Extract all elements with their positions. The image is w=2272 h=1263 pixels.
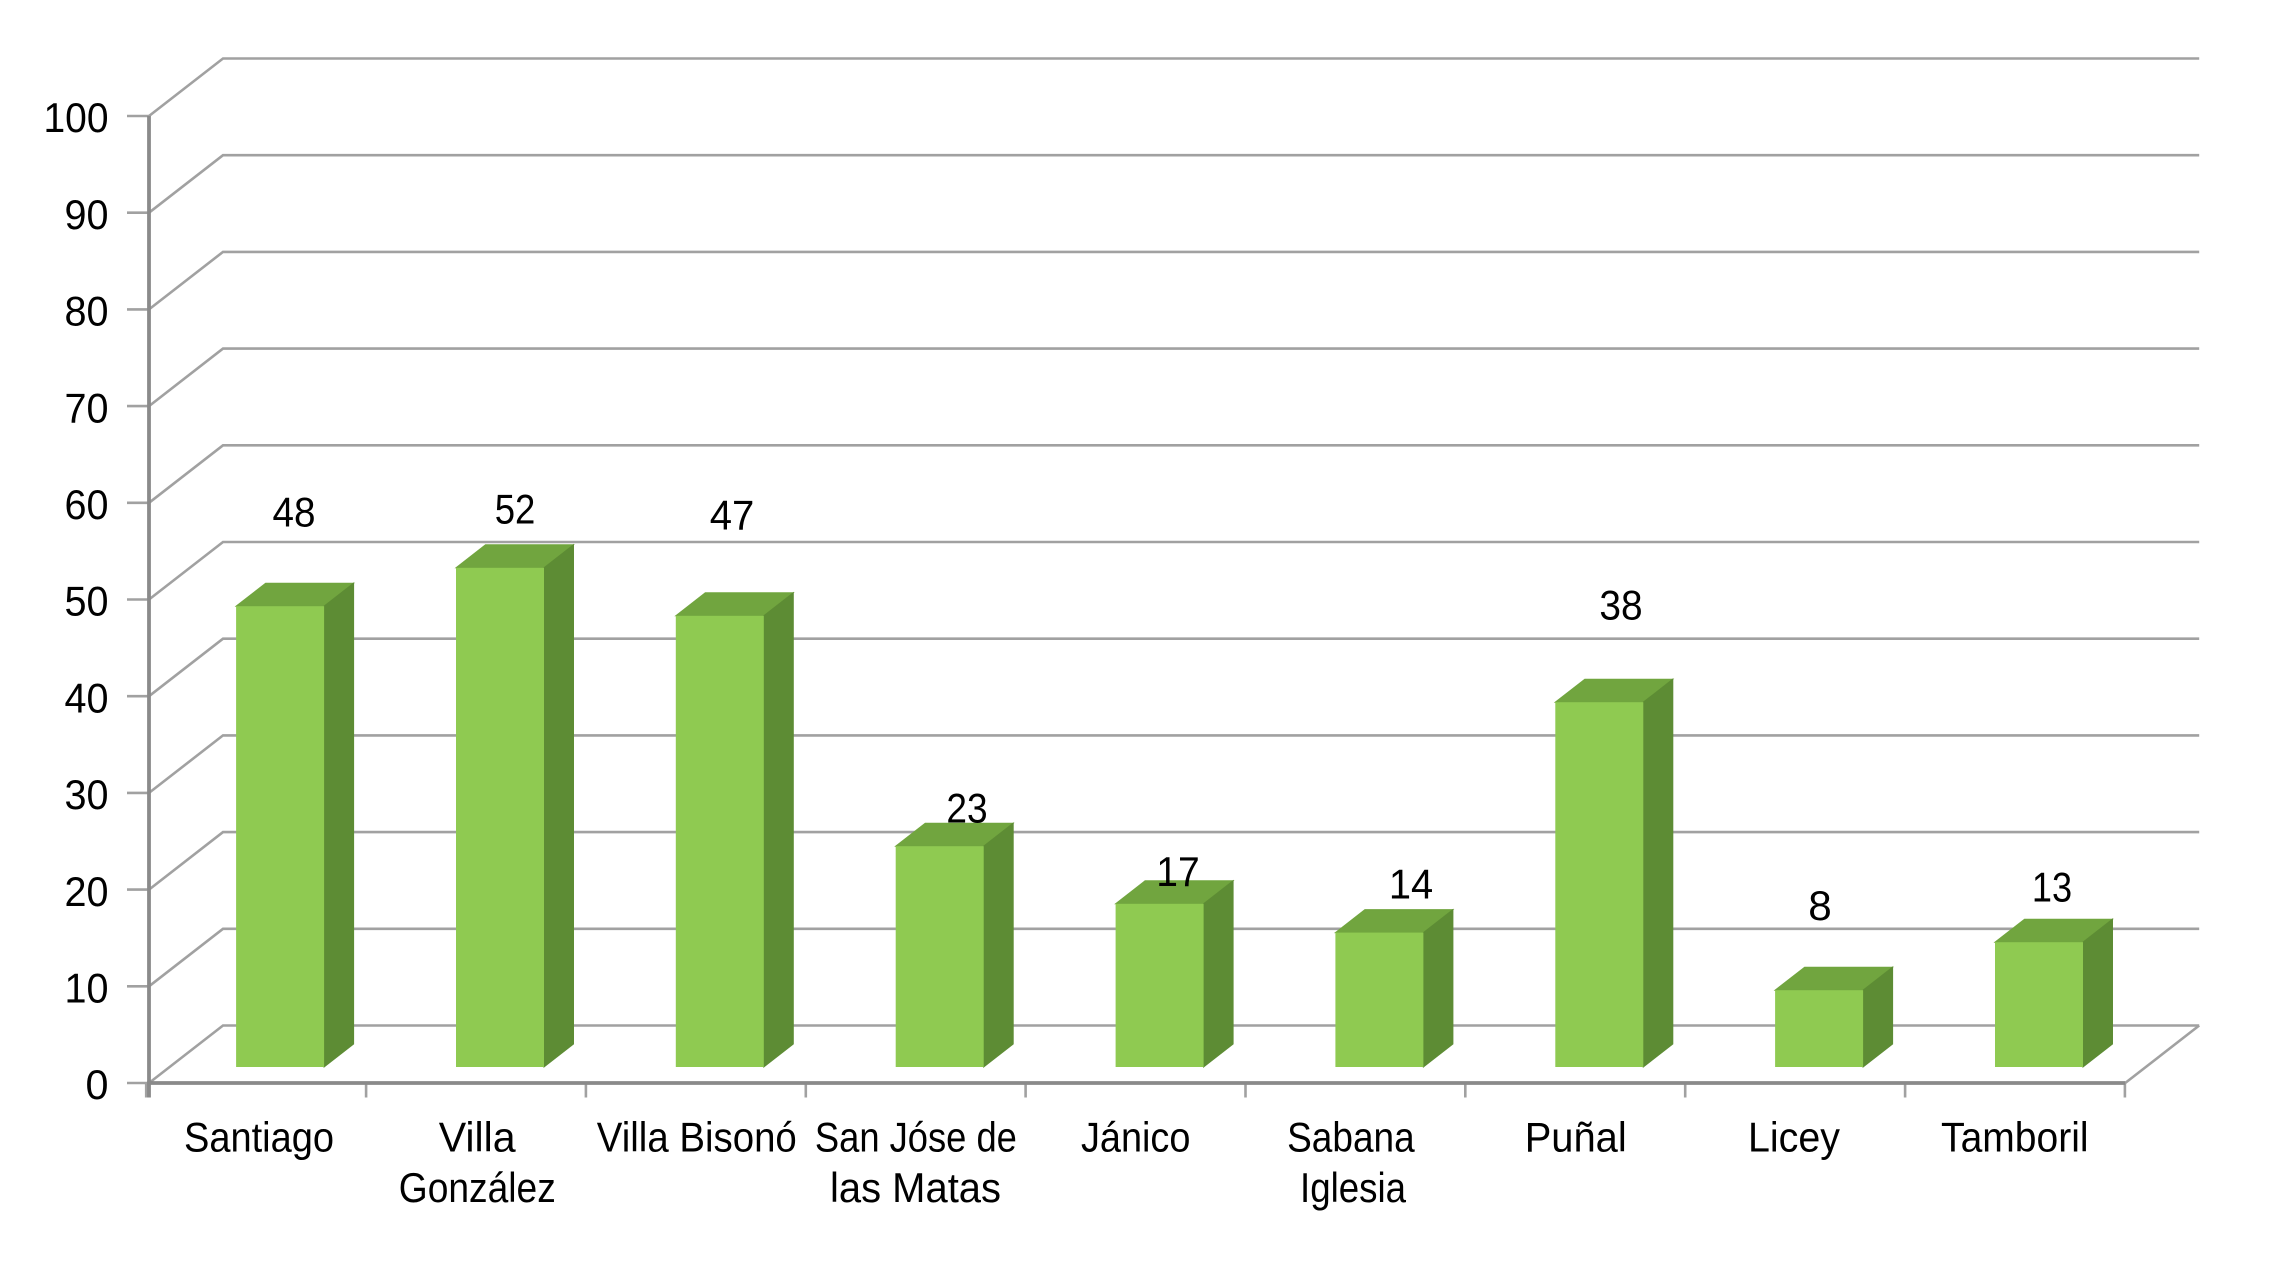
svg-text:70: 70 — [65, 384, 109, 431]
svg-text:0: 0 — [86, 1061, 109, 1108]
svg-text:40: 40 — [65, 674, 109, 721]
svg-text:52: 52 — [495, 485, 536, 532]
svg-text:las Matas: las Matas — [830, 1164, 1001, 1211]
svg-text:14: 14 — [1389, 860, 1433, 907]
svg-text:23: 23 — [946, 784, 987, 831]
svg-text:13: 13 — [2032, 863, 2072, 910]
svg-text:Villa Bisonó: Villa Bisonó — [597, 1114, 797, 1161]
svg-text:Tamboril: Tamboril — [1941, 1114, 2089, 1161]
svg-text:17: 17 — [1156, 848, 1199, 895]
svg-text:Puñal: Puñal — [1525, 1114, 1627, 1161]
svg-text:38: 38 — [1599, 581, 1642, 628]
svg-text:30: 30 — [65, 771, 109, 818]
svg-text:50: 50 — [65, 578, 109, 625]
svg-text:Iglesia: Iglesia — [1300, 1164, 1407, 1211]
svg-text:Licey: Licey — [1748, 1114, 1840, 1161]
svg-text:Jánico: Jánico — [1081, 1114, 1191, 1161]
svg-text:20: 20 — [65, 868, 109, 915]
svg-text:González: González — [399, 1164, 556, 1211]
svg-text:60: 60 — [65, 481, 109, 528]
svg-text:48: 48 — [273, 488, 316, 535]
svg-text:Sabana: Sabana — [1287, 1114, 1415, 1161]
svg-text:80: 80 — [65, 288, 109, 335]
svg-text:8: 8 — [1808, 882, 1832, 929]
svg-text:10: 10 — [65, 965, 109, 1012]
svg-text:Villa: Villa — [439, 1114, 517, 1161]
svg-text:100: 100 — [44, 94, 109, 141]
svg-text:San Jóse de: San Jóse de — [815, 1114, 1017, 1161]
svg-text:Santiago: Santiago — [184, 1114, 334, 1161]
svg-text:90: 90 — [65, 191, 109, 238]
svg-text:47: 47 — [710, 491, 755, 538]
